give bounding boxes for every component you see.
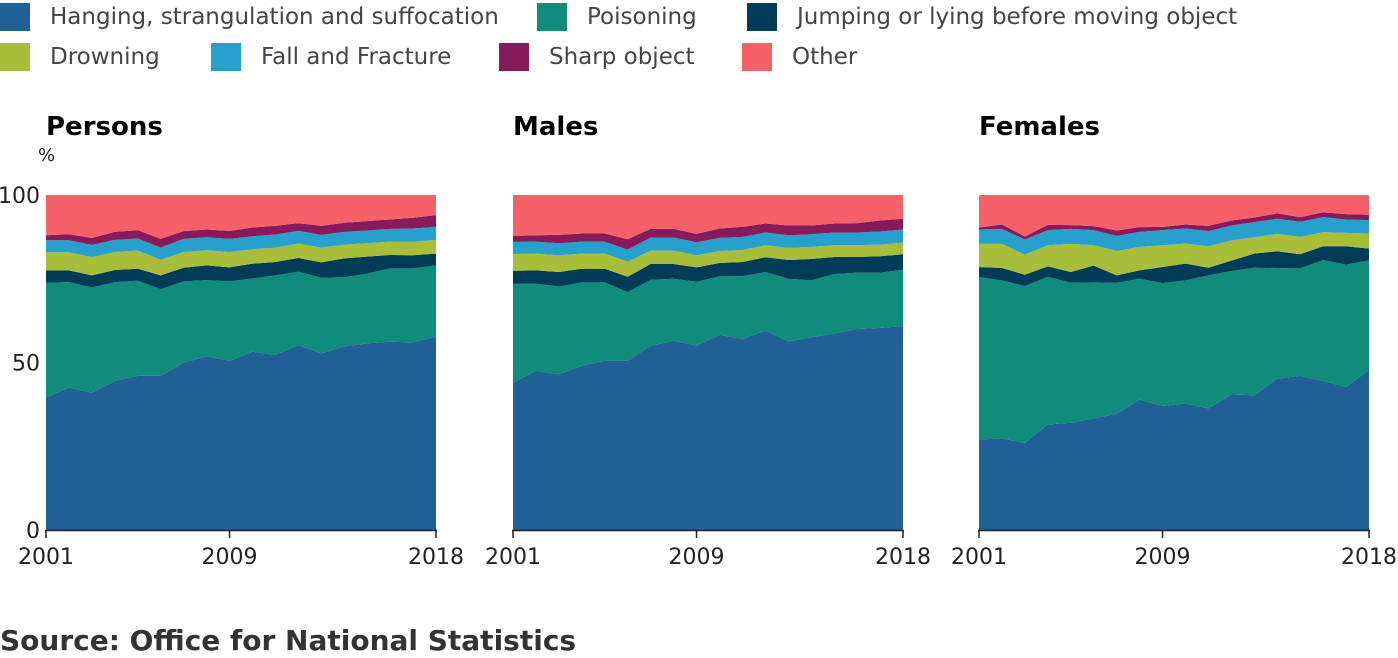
- x-tick-label-males-2009: 2009: [669, 545, 725, 570]
- chart-legend: Hanging, strangulation and suffocation P…: [0, 0, 1398, 80]
- legend-swatch-other: [742, 43, 772, 71]
- panel-title-females: Females: [979, 112, 1100, 142]
- legend-swatch-hanging: [0, 3, 30, 31]
- x-tick-label-males-2018: 2018: [875, 545, 931, 570]
- area-females-fall-and-fracture: [979, 217, 1369, 255]
- x-tick-label-females-2018: 2018: [1341, 545, 1397, 570]
- area-persons-sharp-object: [46, 215, 436, 248]
- panel-title-males: Males: [513, 112, 598, 142]
- area-persons-fall-and-fracture: [46, 226, 436, 260]
- small-multiples-area-charts: 2001 2009 2018 0 50 100% Persons 2001 2009 2018 Ma…: [0, 112, 1397, 570]
- area-males-other: [513, 195, 903, 240]
- legend-label-hanging: Hanging, strangulation and suffocation: [50, 4, 499, 30]
- legend-label-sharp-object: Sharp object: [549, 44, 695, 70]
- panel-females: 2001 2009 2018 Females: [951, 112, 1397, 570]
- legend-label-jumping: Jumping or lying before moving object: [797, 4, 1238, 30]
- area-males-jumping-or-lying-before-moving-object: [513, 254, 903, 293]
- area-females-poisoning: [979, 259, 1369, 443]
- area-persons-hanging-strangulation-and-suffocation: [46, 336, 436, 530]
- area-males-hanging-strangulation-and-suffocation: [513, 325, 903, 530]
- area-males-drowning: [513, 242, 903, 277]
- source-note: Source: Office for National Statistics: [0, 624, 577, 657]
- x-tick-label-persons-2001: 2001: [18, 545, 74, 570]
- legend-label-drowning: Drowning: [50, 44, 160, 70]
- y-tick-label-persons-100: 100: [0, 184, 40, 209]
- panel-persons: 2001 2009 2018 0 50 100% Persons: [0, 112, 464, 570]
- area-persons-poisoning: [46, 265, 436, 398]
- area-males-poisoning: [513, 269, 903, 383]
- x-tick-label-females-2009: 2009: [1135, 545, 1191, 570]
- y-tick-label-persons-50: 50: [12, 352, 40, 377]
- panel-title-persons: Persons: [46, 112, 163, 142]
- legend-label-fall: Fall and Fracture: [261, 44, 452, 70]
- area-females-sharp-object: [979, 212, 1369, 240]
- area-persons-jumping-or-lying-before-moving-object: [46, 253, 436, 290]
- area-persons-other: [46, 195, 436, 239]
- x-tick-label-persons-2009: 2009: [202, 545, 258, 570]
- area-females-other: [979, 195, 1369, 237]
- area-persons-drowning: [46, 239, 436, 276]
- area-females-drowning: [979, 232, 1369, 276]
- legend-label-other: Other: [792, 44, 858, 70]
- area-males-sharp-object: [513, 218, 903, 250]
- area-females-jumping-or-lying-before-moving-object: [979, 246, 1369, 287]
- y-tick-label-persons-0: 0: [26, 519, 40, 544]
- legend-swatch-jumping: [747, 3, 777, 31]
- panel-males: 2001 2009 2018 Males: [485, 112, 931, 570]
- x-tick-label-males-2001: 2001: [485, 545, 541, 570]
- legend-label-poisoning: Poisoning: [587, 4, 697, 30]
- legend-swatch-drowning: [0, 43, 30, 71]
- area-males-fall-and-fracture: [513, 229, 903, 262]
- legend-swatch-fall: [211, 43, 241, 71]
- area-females-hanging-strangulation-and-suffocation: [979, 369, 1369, 530]
- x-tick-label-females-2001: 2001: [951, 545, 1007, 570]
- legend-swatch-sharp-object: [499, 43, 529, 71]
- legend-swatch-poisoning: [537, 3, 567, 31]
- y-axis-unit-label: %: [38, 145, 55, 166]
- x-tick-label-persons-2018: 2018: [408, 545, 464, 570]
